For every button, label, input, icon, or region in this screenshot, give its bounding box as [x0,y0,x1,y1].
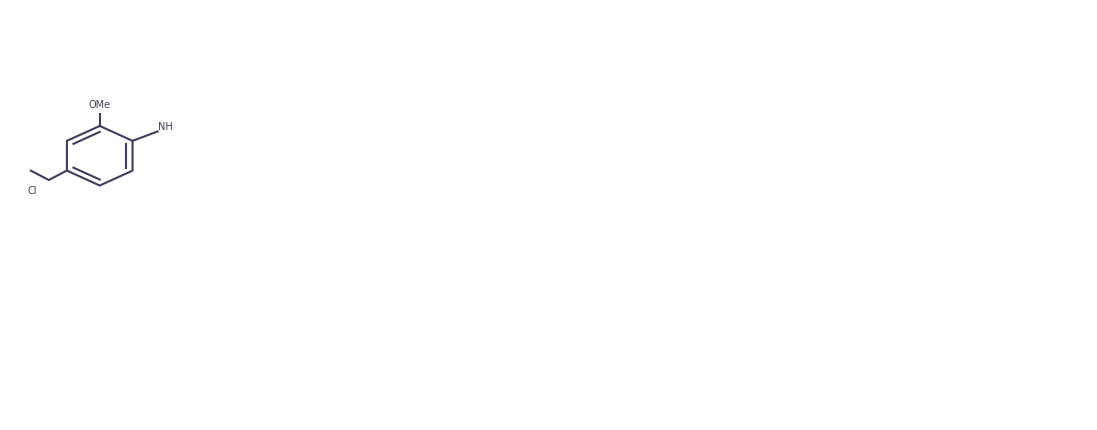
Text: Cl: Cl [27,186,37,196]
Text: NH: NH [158,122,172,132]
Text: OMe: OMe [89,99,111,110]
